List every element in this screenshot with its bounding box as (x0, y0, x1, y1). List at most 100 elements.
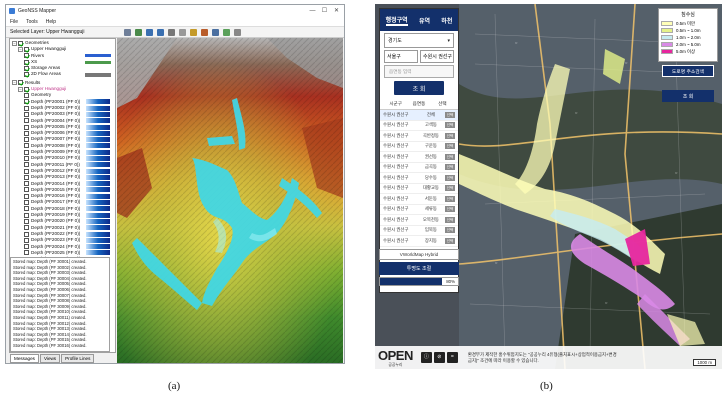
tree-item-depth-layer[interactable]: Depth (PF20002 (PF 0)) (12, 105, 113, 111)
basemap-select[interactable]: VWorldMap Hybrid (379, 249, 459, 260)
checkbox[interactable] (24, 105, 29, 111)
zoom-out-icon[interactable] (157, 28, 164, 36)
tree-item-depth-layer[interactable]: Depth (PF20008 (PF 0)) (12, 143, 113, 149)
checkbox[interactable] (24, 118, 29, 124)
tree-item-depth-layer[interactable]: Depth (PF20010 (PF 0)) (12, 155, 113, 161)
neighborhood-search-input[interactable]: 읍면동 입력 (384, 65, 454, 78)
checkbox[interactable] (24, 143, 29, 149)
select-button[interactable]: 선택 (445, 132, 455, 139)
checkbox[interactable] (24, 111, 29, 117)
zoom-in-icon[interactable] (146, 28, 153, 36)
satellite-basemap[interactable]: ○ ○ ○ ○ ○ ○ (375, 4, 722, 369)
select-button[interactable]: 선택 (445, 111, 455, 118)
tree-item-upper-results[interactable]: − Upper Hwangguji (18, 86, 67, 92)
transparency-button[interactable]: 투명도 조절 (379, 262, 459, 275)
list-item[interactable]: 수원시 권선구 금곡동 선택 (380, 163, 458, 173)
checkbox[interactable] (24, 99, 29, 105)
tree-item-depth-layer[interactable]: Depth (PF20022 (PF 0)) (12, 231, 113, 237)
tree-item-depth-layer[interactable]: Depth (PF20004 (PF 0)) (12, 118, 113, 124)
checkbox[interactable] (24, 124, 29, 130)
select-button[interactable]: 선택 (445, 227, 455, 234)
tree-item-results[interactable]: − Results (12, 79, 41, 86)
select-button[interactable]: 선택 (445, 216, 455, 223)
menu-tools[interactable]: Tools (26, 18, 38, 25)
profile-icon[interactable] (201, 28, 208, 36)
tree-item-xs[interactable]: XS (12, 59, 113, 65)
list-item[interactable]: 수원시 권선구 구운동 선택 (380, 142, 458, 152)
tree-item-depth-layer[interactable]: Depth (PF20015 (PF 0)) (12, 187, 113, 193)
checkbox[interactable] (24, 225, 29, 231)
minimize-icon[interactable]: — (309, 8, 316, 14)
tree-item-depth-layer[interactable]: Depth (PF20021 (PF 0)) (12, 225, 113, 231)
tree-item-depth-layer[interactable]: Depth (PF20006 (PF 0)) (12, 130, 113, 136)
checkbox[interactable] (24, 174, 29, 180)
address-search-button[interactable]: 도로명 주소검색 (662, 65, 714, 77)
select-button[interactable]: 선택 (445, 195, 455, 202)
checkbox[interactable] (24, 218, 29, 224)
tab-administrative[interactable]: 행정구역 (385, 15, 408, 26)
tree-item-depth-layer[interactable]: Depth (PF20001 (PF 0)) (12, 99, 113, 105)
tree-item-geometries[interactable]: − Geometries (12, 40, 49, 46)
select-button[interactable]: 선택 (445, 153, 455, 160)
checkbox[interactable] (24, 137, 29, 143)
checkbox[interactable] (24, 200, 29, 206)
checkbox[interactable] (24, 168, 29, 174)
tab-river[interactable]: 하천 (441, 18, 453, 25)
tab-watershed[interactable]: 유역 (418, 18, 431, 25)
checkbox[interactable] (24, 237, 29, 243)
view-button[interactable]: 조 회 (662, 90, 714, 102)
checkbox[interactable] (24, 206, 29, 212)
menu-help[interactable]: Help (45, 18, 57, 25)
list-item[interactable]: 수원시 권선구 입북동 선택 (380, 226, 458, 236)
checkbox[interactable] (24, 231, 29, 237)
settings-icon[interactable] (234, 28, 241, 36)
select-button[interactable]: 선택 (445, 185, 455, 192)
checkbox[interactable] (24, 250, 29, 256)
tree-item-depth-layer[interactable]: Depth (PF20011 (PF 0)) (12, 162, 113, 168)
list-item[interactable]: 수원시 권선구 서둔동 선택 (380, 194, 458, 205)
menu-file[interactable]: File (10, 18, 19, 25)
tree-item-geometry[interactable]: Geometry (12, 92, 113, 99)
checkbox[interactable] (24, 187, 29, 193)
list-item[interactable]: 수원시 권선구 대황교동 선택 (380, 184, 458, 194)
tree-item-depth-layer[interactable]: Depth (PF20005 (PF 0)) (12, 124, 113, 130)
tree-item-rivers[interactable]: Rivers (12, 53, 113, 59)
zoom-previous-icon[interactable] (179, 28, 186, 36)
district-select[interactable]: 수원시 권선구 (420, 50, 454, 63)
measure-icon[interactable] (212, 28, 219, 36)
select-button[interactable]: 선택 (445, 122, 455, 129)
select-tool-icon[interactable] (124, 28, 131, 36)
list-item[interactable]: 수원시 권선구 당수동 선택 (380, 173, 458, 184)
opacity-slider[interactable]: 80% (379, 277, 459, 286)
tree-item-depth-layer[interactable]: Depth (PF20019 (PF 0)) (12, 212, 113, 218)
tree-item-2d-flow-areas[interactable]: 2D Flow Areas (12, 71, 113, 78)
tab-messages[interactable]: Messages (10, 354, 39, 363)
tree-item-depth-layer[interactable]: Depth (PF20024 (PF 0)) (12, 244, 113, 250)
city-select[interactable]: 서울구 (384, 50, 418, 63)
full-extent-icon[interactable] (168, 28, 175, 36)
animate-icon[interactable] (223, 28, 230, 36)
list-item[interactable]: 수원시 권선구 곡반정동 선택 (380, 131, 458, 142)
tab-views[interactable]: Views (39, 354, 61, 363)
tree-item-depth-layer[interactable]: Depth (PF20017 (PF 0)) (12, 199, 113, 206)
tree-item-depth-layer[interactable]: Depth (PF20013 (PF 0)) (12, 174, 113, 180)
tree-item-upper-geometry[interactable]: − Upper Hwangguji (18, 46, 67, 52)
pan-tool-icon[interactable] (135, 28, 142, 36)
checkbox[interactable] (24, 244, 29, 250)
select-button[interactable]: 선택 (445, 143, 455, 150)
tree-item-depth-layer[interactable]: Depth (PF20023 (PF 0)) (12, 237, 113, 243)
checkbox[interactable] (24, 155, 29, 161)
list-item[interactable]: 수원시 권선구 장지동 선택 (380, 236, 458, 247)
select-button[interactable]: 선택 (445, 237, 455, 244)
maximize-icon[interactable]: ☐ (321, 8, 328, 14)
list-item[interactable]: 수원시 권선구 전체 선택 (380, 110, 458, 121)
province-select[interactable]: 경기도 ▾ (384, 33, 454, 48)
search-button[interactable]: 조 회 (394, 81, 444, 95)
dem-flood-map[interactable] (117, 38, 343, 363)
checkbox[interactable] (24, 149, 29, 155)
checkbox[interactable] (24, 181, 29, 187)
checkbox[interactable] (24, 193, 29, 199)
tree-item-depth-layer[interactable]: Depth (PF20009 (PF 0)) (12, 149, 113, 155)
list-item[interactable]: 수원시 권선구 오목천동 선택 (380, 215, 458, 226)
tree-item-depth-layer[interactable]: Depth (PF20014 (PF 0)) (12, 181, 113, 187)
